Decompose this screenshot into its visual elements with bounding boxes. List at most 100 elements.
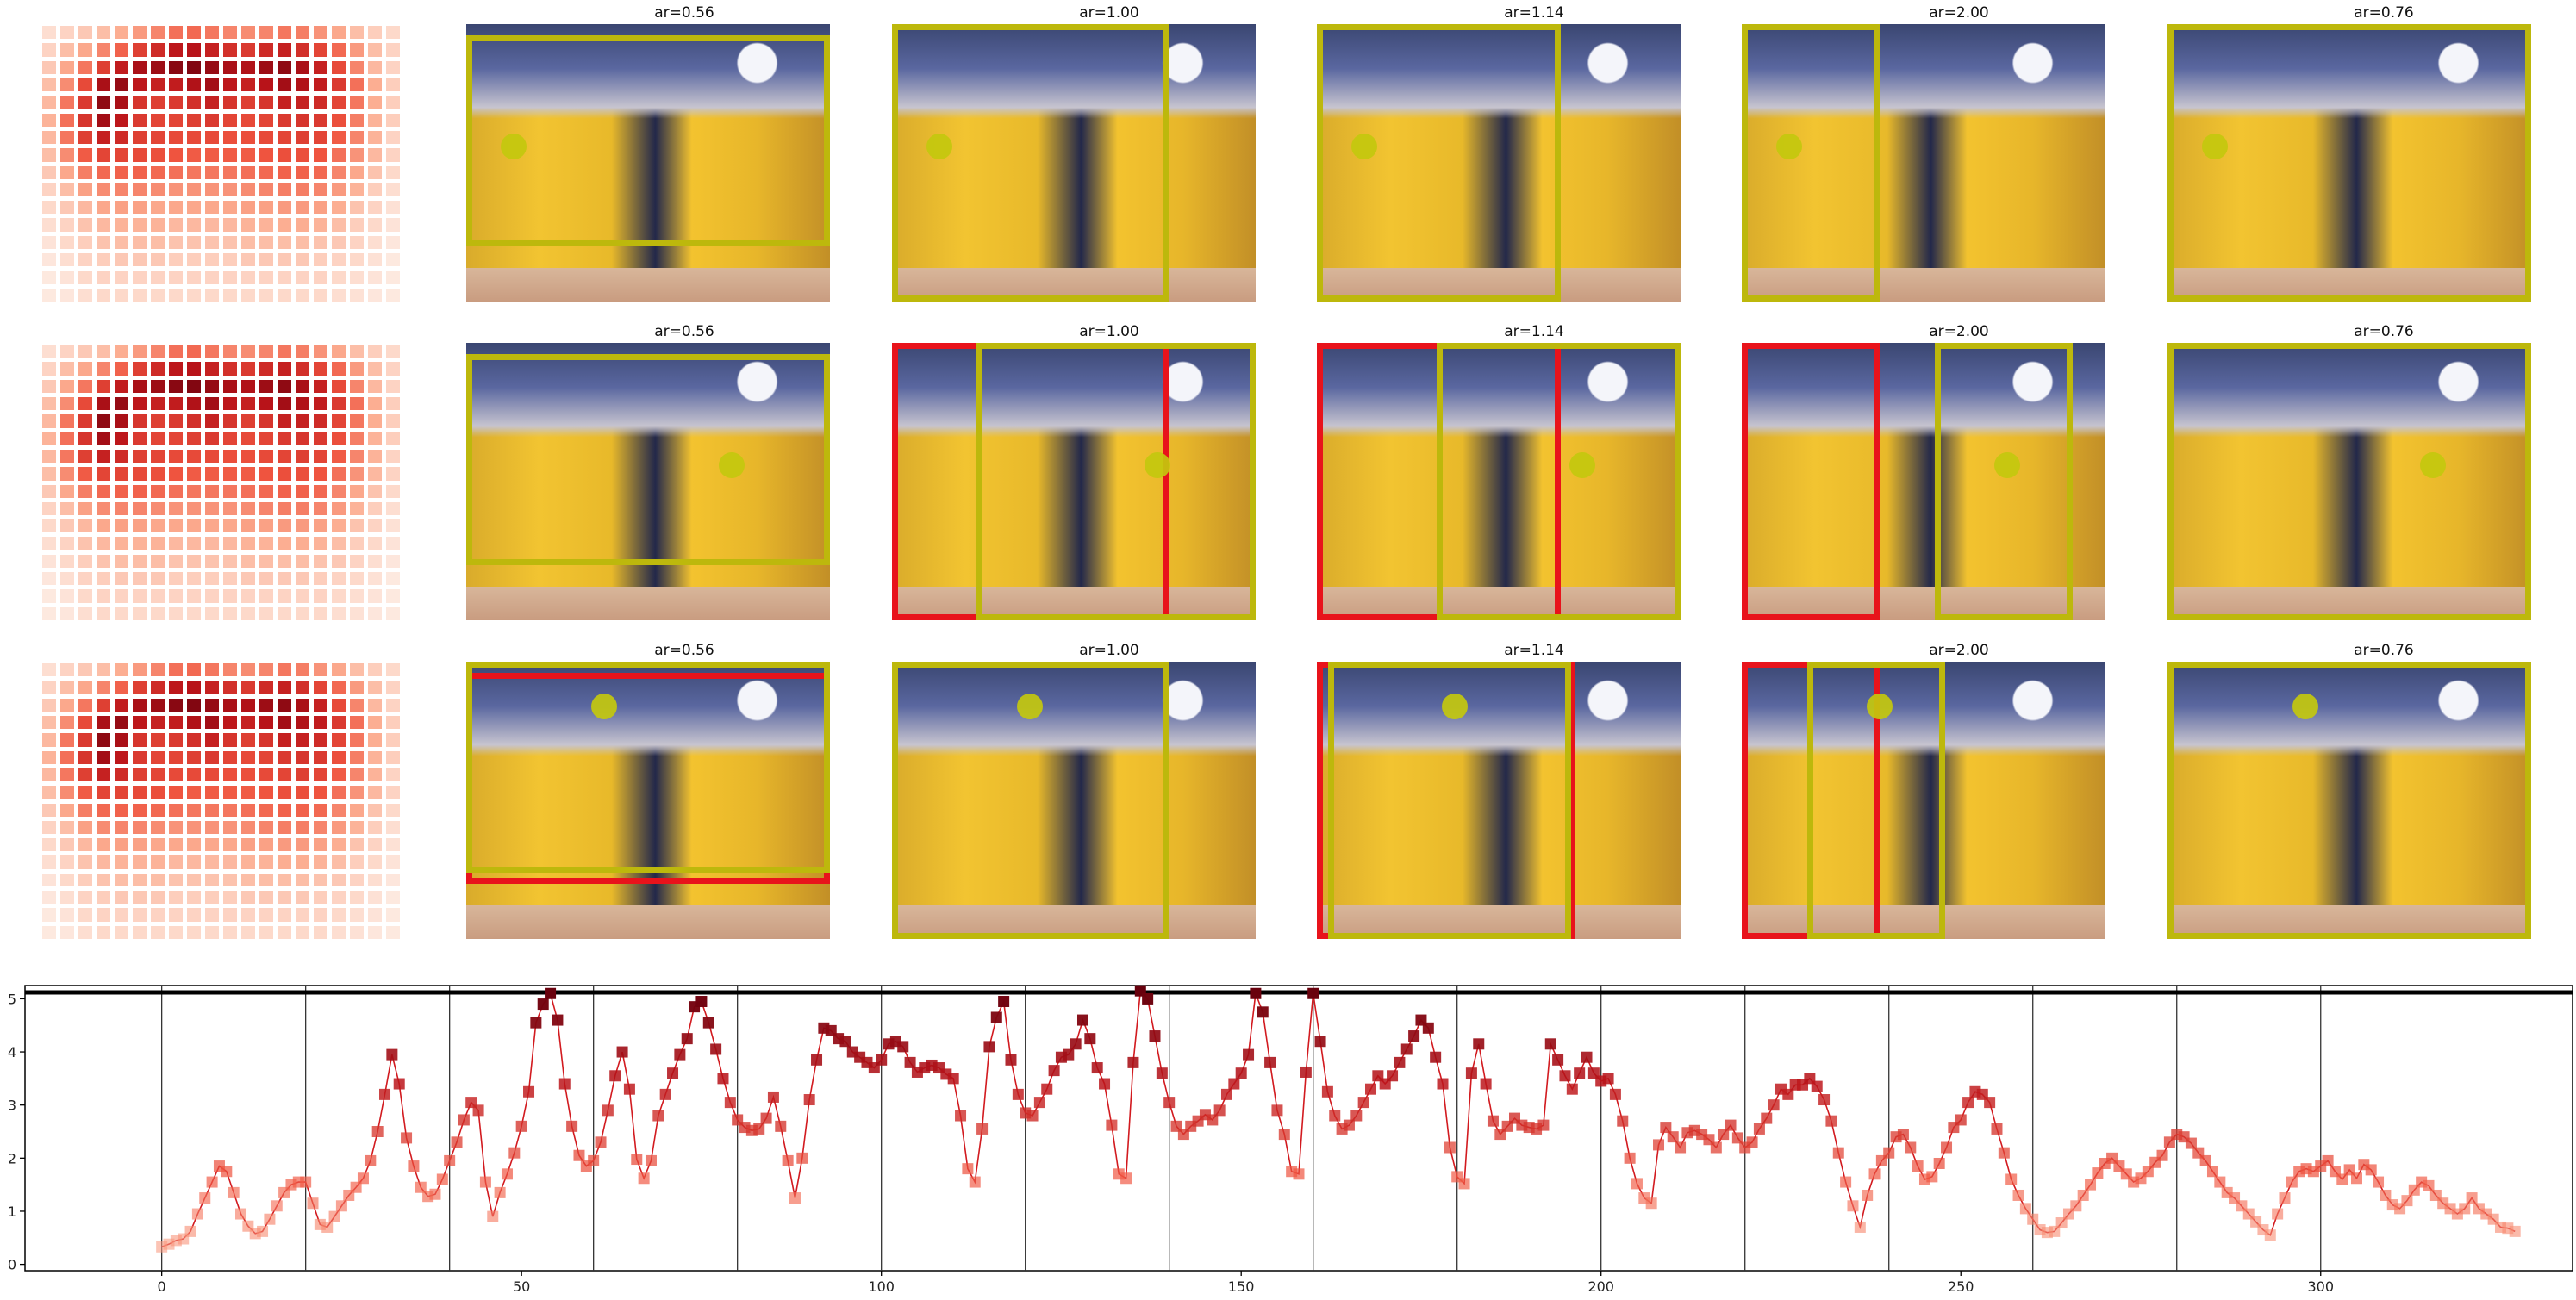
heatmap-cell [60, 925, 74, 939]
heatmap-cell [151, 891, 165, 905]
heatmap-cell [60, 715, 74, 730]
data-point-marker [1955, 1114, 1967, 1126]
heatmap-cell [332, 572, 346, 586]
heatmap-cell [169, 698, 183, 712]
heatmap-cell [314, 130, 327, 145]
heatmap-cell [296, 663, 309, 677]
heatmap-cell [368, 253, 382, 267]
heatmap-cell [151, 715, 165, 730]
heatmap-cell [115, 449, 128, 463]
heatmap-cell [296, 501, 309, 516]
heatmap-cell [42, 396, 56, 411]
heatmap-cell [115, 60, 128, 74]
heatmap-cell [332, 786, 346, 799]
heatmap-cell [205, 501, 219, 516]
data-point-marker [328, 1210, 340, 1222]
heatmap-cell [241, 148, 255, 162]
panel-title: ar=0.56 [654, 323, 714, 340]
heatmap-cell [296, 925, 309, 939]
data-point-marker [1243, 1048, 1255, 1061]
heatmap-cell [205, 484, 219, 498]
data-point-marker [271, 1200, 283, 1212]
heatmap-cell [296, 26, 309, 40]
heatmap-cell [169, 733, 183, 747]
heatmap-cell [332, 838, 346, 852]
heatmap-cell [314, 768, 327, 782]
heatmap-cell [78, 572, 92, 586]
heatmap-cell [241, 838, 255, 852]
heatmap-cell [42, 838, 56, 852]
heatmap-cell [350, 891, 364, 905]
heatmap-cell [278, 501, 291, 516]
heatmap-cell [115, 855, 128, 869]
data-point-marker [379, 1088, 391, 1100]
focus-point-dot [1145, 451, 1171, 478]
heatmap-cell [151, 235, 165, 250]
heatmap-cell [332, 271, 346, 284]
heatmap-cell [133, 218, 147, 232]
heatmap-cell [151, 148, 165, 162]
heatmap-cell [187, 537, 201, 550]
heatmap-cell [314, 733, 327, 747]
heatmap-cell [368, 681, 382, 694]
data-point-marker [1408, 1030, 1420, 1042]
heatmap-cell [278, 663, 291, 677]
heatmap-cell [332, 43, 346, 57]
heatmap-cell [205, 572, 219, 586]
data-point-marker [1070, 1038, 1082, 1050]
heatmap-cell [151, 733, 165, 747]
heatmap-cell [314, 432, 327, 445]
heatmap-cell [42, 26, 56, 40]
data-point-marker [2055, 1217, 2068, 1229]
heatmap-cell [314, 663, 327, 677]
heatmap-cell [296, 148, 309, 162]
heatmap-cell [42, 432, 56, 445]
heatmap-cell [205, 768, 219, 782]
heatmap-cell [259, 698, 273, 712]
heatmap-cell [169, 484, 183, 498]
heatmap-cell [314, 362, 327, 376]
heatmap-cell [60, 148, 74, 162]
heatmap-cell [296, 288, 309, 302]
heatmap-cell [296, 235, 309, 250]
heatmap-cell [350, 768, 364, 782]
data-point-marker [1782, 1088, 1794, 1100]
heatmap-cell [350, 165, 364, 179]
heatmap-cell [60, 96, 74, 109]
heatmap-cell [278, 449, 291, 463]
heatmap-cell [259, 362, 273, 376]
heatmap-cell [259, 519, 273, 533]
heatmap-cell [332, 820, 346, 835]
heatmap-cell [350, 432, 364, 445]
heatmap-cell [259, 165, 273, 179]
heatmap-cell [205, 43, 219, 57]
data-point-marker [1437, 1078, 1449, 1090]
heatmap-cell [97, 554, 110, 569]
heatmap-cell [386, 537, 400, 550]
heatmap-cell [115, 908, 128, 922]
heatmap-cell [115, 484, 128, 498]
heatmap-cell [60, 130, 74, 145]
heatmap-cell [368, 484, 382, 498]
heatmap-cell [241, 467, 255, 481]
heatmap-cell [259, 606, 273, 620]
x-tick-label: 100 [868, 1278, 895, 1295]
heatmap-cell [259, 60, 273, 74]
heatmap-cell [386, 396, 400, 411]
data-point-marker [1544, 1038, 1556, 1050]
heatmap-cell [332, 891, 346, 905]
heatmap-cell [296, 201, 309, 215]
heatmap-cell [259, 501, 273, 516]
heatmap-cell [205, 803, 219, 817]
heatmap-cell [241, 663, 255, 677]
heatmap-cell [78, 820, 92, 835]
heatmap-cell [368, 589, 382, 603]
heatmap-cell [223, 288, 237, 302]
heatmap-cell [97, 218, 110, 232]
data-point-marker [307, 1197, 319, 1210]
data-point-marker [2401, 1195, 2413, 1207]
heatmap-cell [115, 345, 128, 358]
heatmap-cell [60, 786, 74, 799]
data-point-marker [365, 1154, 377, 1166]
heatmap-cell [205, 873, 219, 887]
